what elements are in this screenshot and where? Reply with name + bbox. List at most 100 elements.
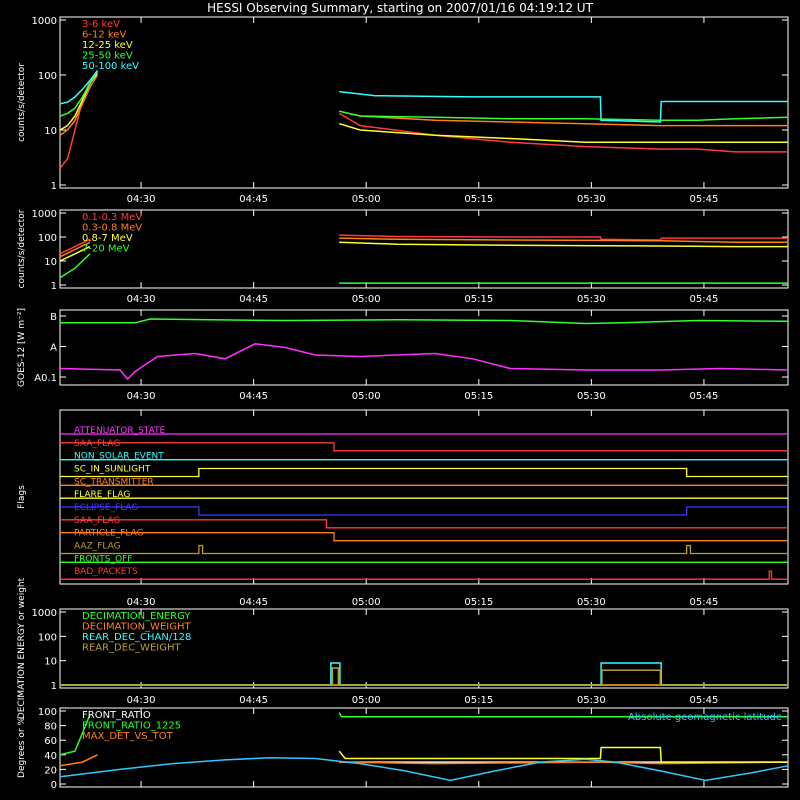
flag-line (60, 570, 788, 580)
series-rear-dec-weight (60, 667, 788, 686)
panel_low_energy-xtick-label: 04:30 (127, 194, 156, 205)
panel_low_energy-legend-entry: 50-100 keV (82, 61, 139, 72)
ytick-label: 10 (44, 257, 57, 268)
ytick-label: 100 (38, 632, 57, 643)
ytick-label: 1000 (32, 16, 57, 27)
panel_low_energy-legend-entry: 3-6 keV (82, 19, 120, 30)
ytick-label: 100 (38, 71, 57, 82)
flag-label: SAA_FLAG (74, 516, 120, 526)
panel_decimation: 04:30 04:45 05:00 05:15 05:30 05:45 DECIMATION… (17, 577, 789, 719)
panel_high_energy-xtick-label: 05:45 (690, 294, 719, 305)
flag-label: SC_IN_SUNLIGHT (74, 465, 151, 475)
ytick-label: 1 (51, 681, 57, 692)
panel_low_energy-xtick-label: 05:15 (464, 194, 493, 205)
panel_high_energy-xtick-label: 04:45 (239, 294, 268, 305)
panel_high_energy-legend-entry: 0.8-7 MeV (82, 233, 133, 244)
panel_decimation-xtick-label: 04:45 (239, 695, 268, 706)
panel_ratio-legend-entry: MAX_DET_VS_TOT (82, 731, 174, 742)
series-6-12-kev (59, 74, 788, 136)
series-goes-short (59, 343, 789, 381)
ytick-label: B (50, 312, 57, 323)
panel_flags-frame (59, 409, 789, 585)
panel_high_energy-xtick-label: 05:00 (352, 294, 381, 305)
panel_ratio-legend-entry: FRONT_RATIO (82, 710, 151, 721)
panel_decimation-frame (59, 608, 789, 689)
series-0-1-0-3-mev (59, 234, 788, 255)
panel_decimation-legend-entry: DECIMATION_ENERGY (82, 611, 191, 622)
panel_high_energy-xtick-label: 04:30 (127, 294, 156, 305)
flag-label: FRONTS_OFF (74, 554, 132, 564)
panel_ratio: Degrees or % 0 20 40 60 80 100 FRONT_RATIOFRONT… (17, 707, 789, 791)
panel_goes-ylabel: GOES-12 [W m⁻²] (17, 308, 27, 387)
series-0-3-0-8-mev (59, 237, 788, 258)
flag-label: FLARE_FLAG (74, 490, 130, 500)
panels: 04:30 04:45 05:00 05:15 05:30 05:45 counts/s/d… (17, 16, 789, 791)
series-absolute-geomagnetic-latitude (59, 756, 789, 782)
panel_goes-xtick-label: 04:30 (127, 391, 156, 402)
flag-label: ECLIPSE_FLAG (74, 503, 138, 513)
panel_decimation-xtick-label: 05:15 (464, 695, 493, 706)
panel_flags-xtick-label: 05:00 (352, 597, 381, 608)
panel_decimation-xtick-label: 05:00 (352, 695, 381, 706)
ytick-label: 20 (44, 765, 57, 776)
panel_high_energy: 04:30 04:45 05:00 05:15 05:30 05:45 counts/s/d… (17, 209, 789, 305)
ytick-label: 60 (44, 736, 57, 747)
series-0-8-7-mev (59, 241, 788, 262)
ytick-label: 80 (44, 722, 57, 733)
panel_goes-xtick-label: 05:00 (352, 391, 381, 402)
series-max-det-vs-tot (59, 754, 789, 767)
panel_decimation-xtick-label: 04:30 (127, 695, 156, 706)
flag-label: BAD_PACKETS (74, 567, 138, 577)
ytick-label: 1 (51, 181, 57, 192)
flag-line (60, 442, 788, 452)
flag-line (60, 519, 788, 529)
ytick-label: 10 (44, 126, 57, 137)
panel_goes-xtick-label: 05:15 (464, 391, 493, 402)
panel_ratio-legend-entry: FRONT_RATIO_1225 (82, 721, 181, 732)
panel_goes: 04:30 04:45 05:00 05:15 05:30 05:45 GOES-12 [W… (17, 308, 789, 402)
ytick-label: A (50, 343, 57, 354)
panel_decimation-legend-entry: DECIMATION_WEIGHT (82, 622, 191, 633)
panel_high_energy-xtick-label: 05:15 (464, 294, 493, 305)
flag-line (60, 467, 788, 478)
flag-label: ATTENUATOR_STATE (74, 426, 166, 436)
panel_decimation-xtick-label: 05:30 (577, 695, 606, 706)
panel_decimation-xtick-label: 05:45 (690, 695, 719, 706)
panel_low_energy-legend-entry: 6-12 keV (82, 30, 126, 41)
panel_high_energy-legend-entry: 0.3-0.8 MeV (82, 223, 142, 234)
series-50-100-kev (59, 70, 788, 123)
ytick-label: 40 (44, 751, 57, 762)
panel_goes-xtick-label: 05:30 (577, 391, 606, 402)
panel_flags-ylabel: Flags (17, 485, 27, 509)
flag-label: SAA_FLAG (74, 439, 120, 449)
panel_flags-xtick-label: 04:45 (239, 597, 268, 608)
panel_flags-xtick-label: 05:30 (577, 597, 606, 608)
flag-label: PARTICLE_FLAG (74, 529, 144, 539)
panel_goes-xtick-label: 04:45 (239, 391, 268, 402)
panel_high_energy-legend-entry: 0.1-0.3 MeV (82, 212, 142, 223)
panel_low_energy-xtick-label: 05:30 (577, 194, 606, 205)
panel_flags-xtick-label: 04:30 (127, 597, 156, 608)
ytick-label: 100 (38, 233, 57, 244)
panel_ratio-annotation: Absolute geomagnetic latitude (628, 712, 782, 723)
panel_low_energy-xtick-label: 05:00 (352, 194, 381, 205)
flag-label: SC_TRANSMITTER (74, 477, 154, 487)
panel_flags: 04:30 04:45 05:00 05:15 05:30 05:45 Flags ATTEN… (17, 409, 789, 608)
panel_low_energy-xtick-label: 05:45 (690, 194, 719, 205)
panel_decimation-ylabel: DECIMATION ENERGY or weight (17, 577, 27, 719)
panel_high_energy-frame (59, 209, 789, 289)
ytick-label: 100 (38, 707, 57, 718)
flag-label: AAZ_FLAG (74, 542, 121, 552)
panel_high_energy-legend-entry: 7-20 MeV (82, 244, 130, 255)
panel_decimation-legend-entry: REAR_DEC_CHAN/128 (82, 632, 191, 643)
flag-line (60, 544, 788, 555)
panel_flags-xtick-label: 05:15 (464, 597, 493, 608)
figure-title: HESSI Observing Summary, starting on 200… (207, 1, 593, 15)
series-25-50-kev (59, 70, 789, 122)
ytick-label: 0 (51, 780, 57, 791)
panel_low_energy: 04:30 04:45 05:00 05:15 05:30 05:45 counts/s/d… (17, 16, 789, 205)
ytick-label: A0.1 (34, 373, 57, 384)
ytick-label: 1 (51, 281, 57, 292)
panel_low_energy-legend-entry: 12-25 keV (82, 40, 133, 51)
